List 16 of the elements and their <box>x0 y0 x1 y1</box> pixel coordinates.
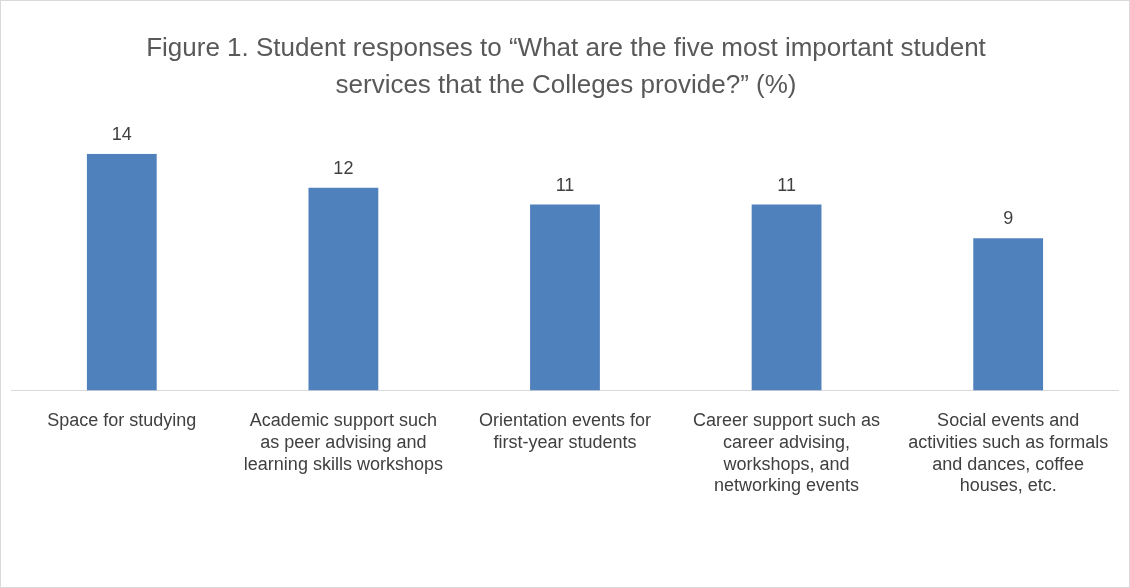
x-tick-label: Academic support such as peer advising and learning skills workshops <box>243 410 443 474</box>
data-label: 12 <box>333 157 354 178</box>
x-tick-label: Space for studying <box>47 410 197 431</box>
data-label: 14 <box>111 123 132 144</box>
data-label: 11 <box>555 174 575 195</box>
bar <box>86 153 157 391</box>
bar <box>308 187 379 391</box>
bar <box>973 238 1044 391</box>
x-tick-label: Social events and activities such as formals and dances, coffee houses, etc. <box>908 410 1109 496</box>
bar <box>751 204 822 391</box>
bar <box>530 204 600 391</box>
x-tick-label: Orientation events for first-year students <box>478 410 652 452</box>
data-label: 9 <box>1003 208 1014 229</box>
data-label: 11 <box>777 174 796 195</box>
x-tick-label: Career support such as career advising, workshops, and networking events <box>693 410 881 496</box>
chart-title: Figure 1. Student responses to “What are the five most important student services that the Colleges provide?” (%) <box>146 32 987 99</box>
